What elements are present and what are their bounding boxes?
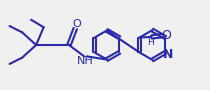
Text: H: H xyxy=(147,39,154,48)
Text: NH: NH xyxy=(77,56,94,66)
Text: N: N xyxy=(163,48,173,61)
Text: O: O xyxy=(161,29,171,42)
Text: O: O xyxy=(72,19,81,29)
